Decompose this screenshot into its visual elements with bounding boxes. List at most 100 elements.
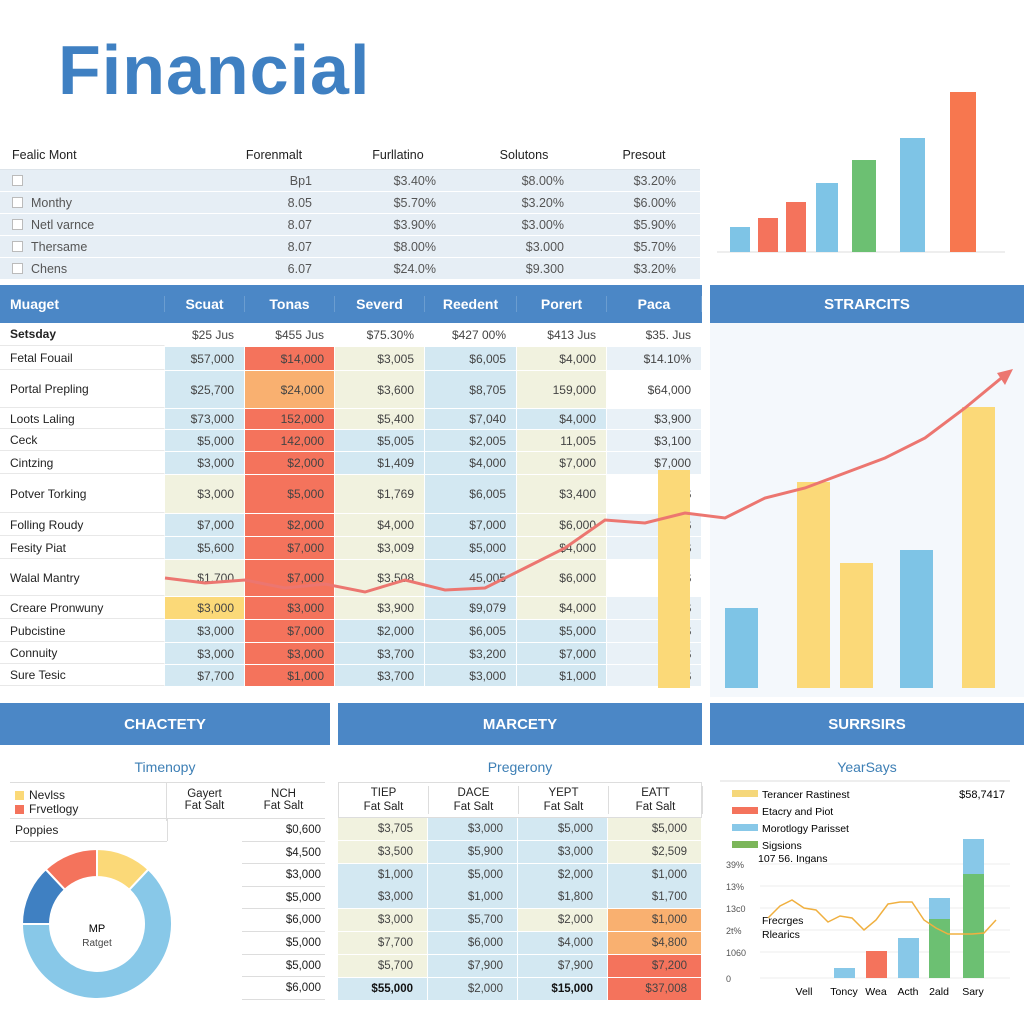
table-cell: $413 Jus (517, 323, 607, 346)
row-checkbox[interactable] (12, 219, 23, 230)
trend-line (164, 373, 1006, 594)
donut-slice (20, 867, 67, 925)
table-cell: $5,700 (428, 909, 518, 932)
row-label: Chens (31, 261, 68, 276)
column-header: Paca (607, 296, 702, 312)
table-cell: $4,000 (425, 452, 517, 474)
table-cell: $5.90% (633, 217, 676, 232)
column-header: TIEP Fat Salt (339, 786, 429, 814)
column-header-bottom: Fat Salt (363, 801, 404, 813)
row-checkbox[interactable] (12, 241, 23, 252)
table-cell: $2,509 (608, 840, 702, 863)
table-cell: $7,700 (165, 665, 245, 686)
legend: Nevlss Frvetlogy (10, 783, 167, 821)
top-bar-chart (717, 92, 1005, 253)
row-label: Fesity Piat (0, 537, 165, 559)
table-cell: $7,000 (245, 620, 335, 642)
table-cell: $3,000 (338, 909, 428, 932)
table-cell: $5,000 (517, 620, 607, 642)
table-cell: $7,000 (517, 452, 607, 474)
table-cell: $14.10% (607, 347, 702, 370)
table-cell: $4,800 (608, 931, 702, 954)
table-cell: 159,000 (517, 371, 607, 408)
legend-swatch (15, 804, 24, 814)
col-header: NCH (271, 788, 296, 800)
row-label-cell: Thersame (0, 240, 212, 254)
table-cell: $3,705 (338, 818, 428, 840)
table-cell: $5,000 (425, 537, 517, 559)
row-label-cell: Chens (0, 262, 212, 276)
table-cell: $3,500 (338, 840, 428, 863)
donut-center-top: MP (89, 923, 106, 935)
table-cell: $9.300 (525, 261, 564, 276)
row-label: Cintzing (0, 452, 165, 474)
column-header-top: EATT (641, 787, 670, 799)
table-row: $55,000 $2,000 $15,000 $37,008 (338, 977, 702, 1001)
table-cell: $7,000 (607, 452, 702, 474)
row-checkbox[interactable] (12, 263, 23, 274)
row-checkbox[interactable] (12, 197, 23, 208)
table-cell: $5,700 (338, 954, 428, 977)
bar-segment (929, 898, 950, 919)
value-cell: $4,500 (242, 842, 325, 865)
marcety-table: TIEP Fat Salt DACE Fat Salt YEPT Fat Salt EATT… (338, 782, 703, 1001)
table-cell: $25 Jus (165, 323, 245, 346)
row-label: Pubcistine (0, 620, 165, 642)
row-label: Fetal Fouail (0, 347, 165, 370)
table-header-row: Fealic Mont Forenmalt Furllatino Solutons Pr… (0, 140, 700, 170)
trend-line (767, 899, 997, 935)
row-label: Loots Laling (0, 409, 165, 429)
legend-swatch (732, 807, 758, 814)
table-row: $5,700 $7,900 $7,900 $7,200 (338, 954, 702, 978)
table-cell: $3,009 (335, 537, 425, 559)
table-cell: $3,900 (607, 409, 702, 429)
table-header-row: Muaget Scuat Tonas Severd Reedent Porert Paca (0, 285, 702, 323)
stats-bar (797, 482, 830, 688)
x-tick-label: 2ald (929, 986, 949, 998)
table-row: Bp1 $3.40% $8.00% $3.20% (0, 170, 700, 192)
table-cell: $3,400 (517, 475, 607, 513)
row-label: Monthy (31, 195, 72, 210)
value-cell: $0,600 (242, 819, 325, 842)
column-header-bottom: Fat Salt (453, 801, 494, 813)
column-header: Reedent (425, 296, 517, 312)
surrsirs-header: SURRSIRS (710, 703, 1024, 745)
column-header: Porert (517, 296, 607, 312)
value-cell: $6,000 (242, 909, 325, 932)
table-cell: 8.07 (287, 217, 312, 232)
stats-overlay-bar (658, 470, 690, 688)
table-cell: $3,000 (165, 597, 245, 619)
column-header: Forenmalt (245, 147, 303, 162)
table-cell: $7,000 (425, 514, 517, 536)
table-cell: $6,005 (425, 475, 517, 513)
table-cell: $3,100 (607, 430, 702, 451)
table-cell: $73,000 (165, 409, 245, 429)
table-row: Folling Roudy $7,000 $2,000 $4,000 $7,000 $6,… (0, 514, 702, 537)
legend-label: Nevlss (29, 788, 66, 802)
table-cell: $7,900 (518, 954, 608, 977)
row-checkbox[interactable] (12, 175, 23, 186)
table-cell: $5,000 (428, 863, 518, 886)
value-cell: $6,000 (242, 977, 325, 1000)
bar-segment (898, 938, 919, 978)
table-row: Loots Laling $73,000 152,000 $5,400 $7,040 $4… (0, 409, 702, 430)
table-cell: $3,700 (335, 643, 425, 664)
column-header-bottom: Fat Salt (543, 801, 584, 813)
table-cell: $3,000 (518, 840, 608, 863)
table-cell: $64,000 (607, 371, 702, 408)
table-cell: 11,005 (517, 430, 607, 451)
table-cell: $7,900 (428, 954, 518, 977)
col-subheader: Fat Salt (263, 800, 304, 812)
column-header-bottom: Fat Salt (635, 801, 676, 813)
table-cell: $1,800 (518, 886, 608, 909)
table-cell: $14,000 (245, 347, 335, 370)
y-tick-label: 0 (726, 974, 731, 984)
row-label: Setsday (0, 323, 165, 346)
table-cell: $4,000 (517, 597, 607, 619)
table-cell: $4,000 (517, 347, 607, 370)
table-cell: $5,400 (335, 409, 425, 429)
table-cell: $3,000 (165, 620, 245, 642)
table-cell: $5.70% (393, 195, 436, 210)
table-cell: $6,005 (425, 620, 517, 642)
table-cell: $3,000 (245, 597, 335, 619)
